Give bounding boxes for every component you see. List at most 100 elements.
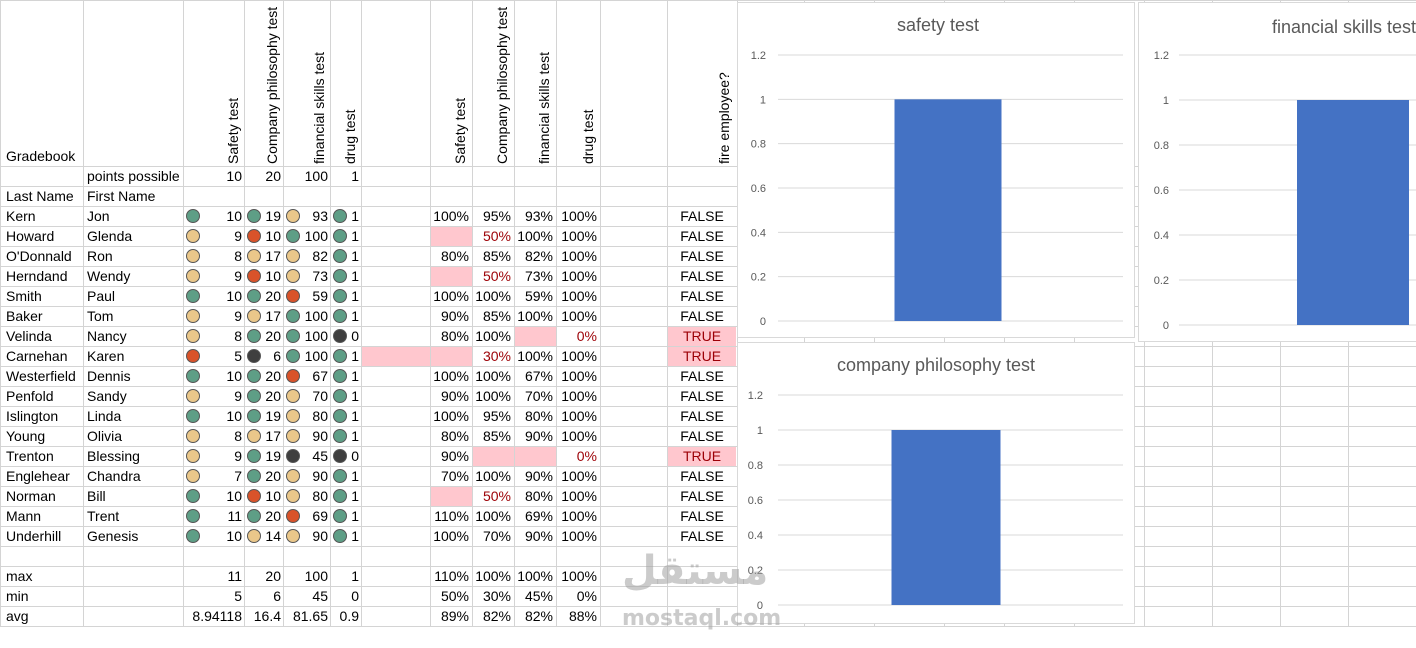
first-name-cell[interactable]: Chandra — [87, 468, 141, 484]
first-name-cell[interactable]: Jon — [87, 208, 110, 224]
last-name-cell[interactable]: Trenton — [6, 448, 54, 464]
last-name-cell[interactable]: Baker — [6, 308, 43, 324]
score-cell[interactable]: 1 — [351, 508, 359, 524]
score-cell[interactable]: 1 — [351, 268, 359, 284]
fire-flag-cell[interactable]: FALSE — [680, 308, 724, 324]
percent-cell[interactable]: 100% — [561, 268, 597, 284]
percent-cell[interactable]: 100% — [475, 468, 511, 484]
summary-label[interactable]: max — [6, 568, 33, 584]
score-cell[interactable]: 1 — [351, 288, 359, 304]
summary-percent[interactable]: 30% — [482, 588, 511, 604]
percent-cell[interactable]: 80% — [524, 488, 553, 504]
last-name-cell[interactable]: Smith — [6, 288, 42, 304]
score-cell[interactable]: 20 — [265, 468, 281, 484]
last-name-cell[interactable]: Herndand — [6, 268, 68, 284]
score-cell[interactable]: 17 — [265, 308, 281, 324]
last-name-cell[interactable]: Underhill — [6, 528, 62, 544]
score-cell[interactable]: 73 — [312, 268, 328, 284]
gradebook-label[interactable]: Gradebook — [6, 148, 76, 164]
fire-flag-cell[interactable]: FALSE — [680, 208, 724, 224]
score-cell[interactable]: 70 — [312, 388, 328, 404]
percent-cell[interactable]: 90% — [524, 428, 553, 444]
fire-flag-cell[interactable]: FALSE — [680, 428, 724, 444]
first-name-cell[interactable]: Glenda — [87, 228, 133, 244]
percent-cell[interactable]: 100% — [517, 308, 553, 324]
score-cell[interactable]: 10 — [226, 408, 242, 424]
percent-cell[interactable]: 100% — [561, 348, 597, 364]
percent-cell[interactable]: 70% — [524, 388, 553, 404]
first-name-cell[interactable]: Ron — [87, 248, 113, 264]
last-name-cell[interactable]: Norman — [6, 488, 56, 504]
score-cell[interactable]: 45 — [312, 448, 328, 464]
first-name-cell[interactable]: Wendy — [87, 268, 131, 284]
first-name-cell[interactable]: Blessing — [87, 448, 140, 464]
score-cell[interactable]: 1 — [351, 348, 359, 364]
points-value[interactable]: 1 — [351, 168, 359, 184]
score-cell[interactable]: 10 — [226, 528, 242, 544]
last-name-cell[interactable]: Carnehan — [6, 348, 68, 364]
fire-flag-cell[interactable]: FALSE — [680, 248, 724, 264]
percent-cell[interactable]: 70% — [440, 468, 469, 484]
score-cell[interactable]: 1 — [351, 468, 359, 484]
percent-cell[interactable]: 100% — [561, 508, 597, 524]
summary-percent[interactable]: 88% — [568, 608, 597, 624]
chart-bar[interactable] — [891, 430, 1001, 605]
score-cell[interactable]: 20 — [265, 328, 281, 344]
percent-cell[interactable]: 100% — [433, 208, 469, 224]
score-cell[interactable]: 8 — [234, 428, 242, 444]
score-cell[interactable]: 100 — [304, 308, 328, 324]
percent-cell[interactable]: 100% — [561, 208, 597, 224]
score-cell[interactable]: 90 — [312, 528, 328, 544]
percent-cell[interactable]: 0% — [576, 448, 597, 464]
last-name-cell[interactable]: Young — [6, 428, 46, 444]
percent-cell[interactable]: 90% — [524, 528, 553, 544]
score-cell[interactable]: 1 — [351, 248, 359, 264]
fire-flag-cell[interactable]: FALSE — [680, 368, 724, 384]
fire-flag-cell[interactable]: FALSE — [680, 488, 724, 504]
score-cell[interactable]: 7 — [234, 468, 242, 484]
last-name-cell[interactable]: Penfold — [6, 388, 54, 404]
percent-cell[interactable]: 67% — [524, 368, 553, 384]
summary-value[interactable]: 100 — [304, 568, 328, 584]
percent-cell[interactable]: 100% — [561, 388, 597, 404]
score-cell[interactable]: 20 — [265, 388, 281, 404]
percent-cell[interactable]: 100% — [517, 348, 553, 364]
percent-cell[interactable]: 100% — [433, 408, 469, 424]
score-cell[interactable]: 10 — [226, 488, 242, 504]
summary-percent[interactable]: 50% — [440, 588, 469, 604]
summary-value[interactable]: 6 — [273, 588, 281, 604]
percent-cell[interactable]: 50% — [482, 488, 511, 504]
summary-value[interactable]: 0 — [351, 588, 359, 604]
score-cell[interactable]: 100 — [304, 348, 328, 364]
score-cell[interactable]: 1 — [351, 388, 359, 404]
percent-cell[interactable]: 73% — [524, 268, 553, 284]
score-cell[interactable]: 10 — [265, 268, 281, 284]
summary-label[interactable]: min — [6, 588, 29, 604]
fire-flag-cell[interactable]: TRUE — [682, 348, 722, 364]
score-cell[interactable]: 19 — [265, 448, 281, 464]
percent-cell[interactable]: 90% — [440, 388, 469, 404]
percent-cell[interactable]: 100% — [561, 468, 597, 484]
summary-value[interactable]: 81.65 — [292, 608, 328, 624]
score-cell[interactable]: 90 — [312, 468, 328, 484]
score-cell[interactable]: 10 — [226, 288, 242, 304]
fire-flag-cell[interactable]: FALSE — [680, 268, 724, 284]
summary-value[interactable]: 16.4 — [253, 608, 281, 624]
score-cell[interactable]: 11 — [227, 508, 242, 524]
percent-cell[interactable]: 50% — [482, 268, 511, 284]
percent-cell[interactable]: 85% — [482, 428, 511, 444]
score-cell[interactable]: 67 — [312, 368, 328, 384]
summary-value[interactable]: 20 — [265, 568, 281, 584]
summary-percent[interactable]: 110% — [434, 568, 469, 584]
score-cell[interactable]: 9 — [234, 388, 242, 404]
score-cell[interactable]: 9 — [234, 268, 242, 284]
points-value[interactable]: 20 — [265, 168, 281, 184]
fire-flag-cell[interactable]: FALSE — [680, 468, 724, 484]
first-name-cell[interactable]: Paul — [87, 288, 116, 304]
score-cell[interactable]: 1 — [351, 208, 359, 224]
points-value[interactable]: 100 — [304, 168, 328, 184]
fire-flag-cell[interactable]: FALSE — [680, 528, 724, 544]
last-name-cell[interactable]: Islington — [6, 408, 59, 424]
percent-cell[interactable]: 95% — [482, 208, 511, 224]
